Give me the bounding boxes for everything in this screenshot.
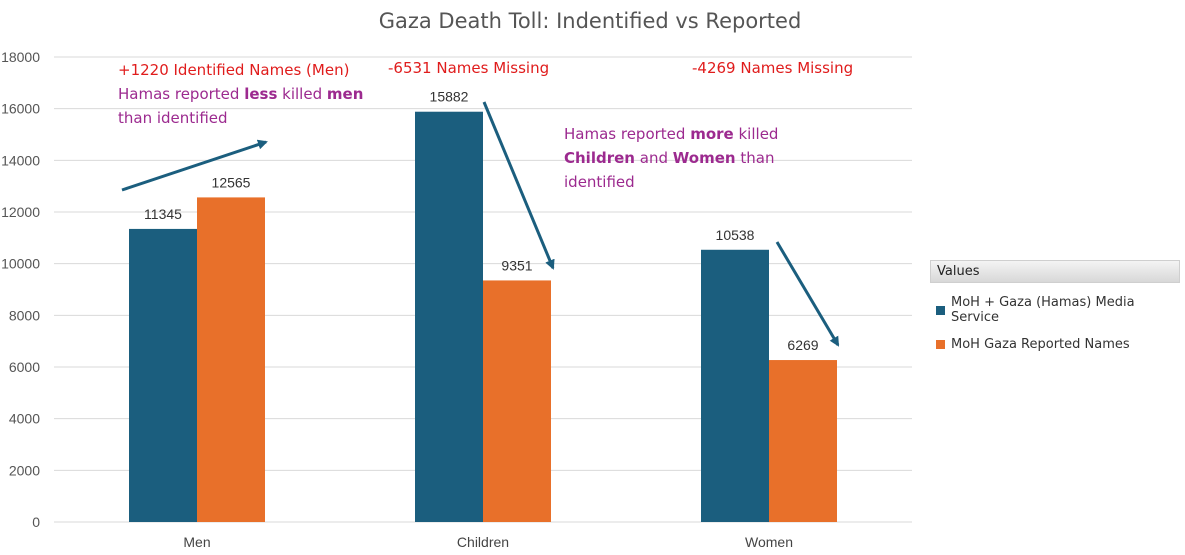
bar-children-series-1 bbox=[415, 111, 483, 522]
data-label: 6269 bbox=[787, 337, 818, 353]
bar-women-series-2 bbox=[769, 360, 837, 522]
legend-swatch-series-2 bbox=[936, 340, 945, 349]
children-missing-annotation: -6531 Names Missing bbox=[388, 59, 550, 77]
y-tick-label: 4000 bbox=[9, 411, 40, 427]
data-label: 15882 bbox=[430, 89, 469, 105]
mid-text-and: and bbox=[639, 149, 668, 167]
bar-children-series-2 bbox=[483, 280, 551, 522]
x-tick-label: Men bbox=[183, 534, 210, 550]
y-tick-label: 14000 bbox=[1, 152, 40, 168]
mid-text-1: Hamas reported bbox=[564, 125, 686, 143]
men-text-less: less bbox=[244, 85, 278, 103]
legend-label-series-2: MoH Gaza Reported Names bbox=[951, 337, 1130, 352]
legend-title: Values bbox=[930, 260, 1180, 283]
legend-swatch-series-1 bbox=[936, 305, 945, 315]
legend-item-series-1[interactable]: MoH + Gaza (Hamas) Media Service bbox=[930, 295, 1180, 325]
x-axis-ticks: Men Children Women bbox=[183, 534, 793, 550]
mid-text-children: Children bbox=[564, 149, 635, 167]
women-missing-annotation: -4269 Names Missing bbox=[692, 59, 854, 77]
y-tick-label: 0 bbox=[32, 514, 40, 530]
children-women-line1: Hamas reported more killed bbox=[564, 122, 778, 146]
men-text-1: Hamas reported bbox=[118, 85, 240, 103]
y-tick-label: 6000 bbox=[9, 359, 40, 375]
legend-item-series-2[interactable]: MoH Gaza Reported Names bbox=[930, 337, 1180, 352]
data-label: 11345 bbox=[144, 206, 182, 222]
men-explanation-line1: Hamas reported less killed men bbox=[118, 82, 363, 106]
children-women-line3: identified bbox=[564, 173, 635, 191]
x-tick-label: Women bbox=[745, 534, 793, 550]
data-labels: 11345 12565 15882 9351 10538 6269 bbox=[144, 89, 819, 353]
mid-text-women: Women bbox=[672, 149, 736, 167]
children-women-line2: Children and Women than bbox=[564, 146, 774, 170]
data-label: 9351 bbox=[501, 257, 532, 273]
bar-women-series-1 bbox=[701, 249, 769, 523]
bar-men-series-1 bbox=[129, 228, 197, 522]
x-tick-label: Children bbox=[457, 534, 509, 550]
mid-text-2: killed bbox=[738, 125, 779, 143]
y-tick-label: 8000 bbox=[9, 307, 40, 323]
annotation-arrows bbox=[121, 101, 840, 347]
bar-men-series-2 bbox=[197, 197, 265, 522]
data-label: 10538 bbox=[716, 227, 755, 243]
y-tick-label: 16000 bbox=[1, 101, 40, 117]
y-tick-label: 18000 bbox=[1, 49, 40, 65]
legend: Values MoH + Gaza (Hamas) Media Service … bbox=[930, 260, 1180, 352]
men-explanation-line2: than identified bbox=[118, 109, 228, 127]
y-tick-label: 10000 bbox=[1, 256, 40, 272]
data-label: 12565 bbox=[212, 174, 251, 190]
men-text-men: men bbox=[326, 85, 364, 103]
arrow-men bbox=[121, 139, 268, 192]
y-tick-label: 12000 bbox=[1, 204, 40, 220]
mid-text-more: more bbox=[690, 125, 734, 143]
arrow-women bbox=[775, 241, 840, 347]
chart-title: Gaza Death Toll: Indentified vs Reported bbox=[379, 9, 802, 33]
men-difference-annotation: +1220 Identified Names (Men) bbox=[118, 61, 350, 79]
arrow-children bbox=[482, 101, 555, 270]
men-text-2: killed bbox=[282, 85, 323, 103]
bars bbox=[129, 111, 837, 523]
y-axis-ticks: 0 2000 4000 6000 8000 10000 12000 14000 16000 180… bbox=[1, 49, 40, 530]
mid-text-than: than bbox=[740, 149, 775, 167]
y-tick-label: 2000 bbox=[9, 462, 40, 478]
legend-label-series-1: MoH + Gaza (Hamas) Media Service bbox=[951, 295, 1135, 325]
